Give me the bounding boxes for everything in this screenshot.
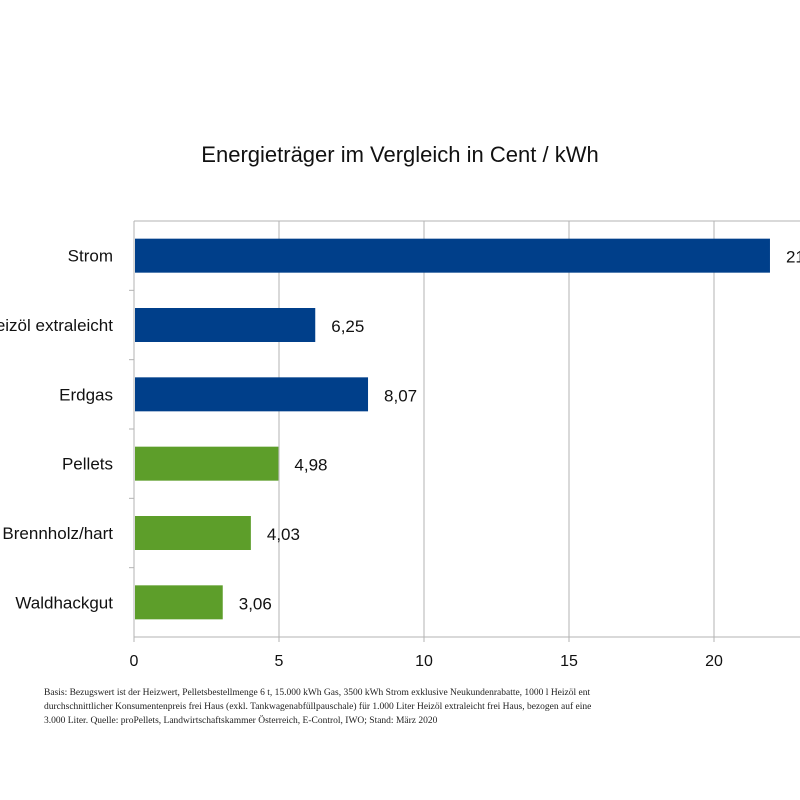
footnote-line: 3.000 Liter. Quelle: proPellets, Landwir…: [44, 716, 438, 726]
category-label: Pellets: [62, 455, 113, 474]
bar: [135, 308, 316, 342]
bar: [135, 585, 223, 620]
bar: [135, 238, 770, 273]
bar: [135, 516, 251, 550]
x-tick-label: 15: [560, 653, 578, 670]
footnote: Basis: Bezugswert ist der Heizwert, Pell…: [44, 686, 800, 728]
category-label: Waldhackgut: [15, 593, 113, 612]
x-tick-label: 0: [130, 653, 139, 670]
footnote-line: Basis: Bezugswert ist der Heizwert, Pell…: [44, 688, 591, 698]
data-label: 3,06: [239, 594, 272, 613]
data-label: 4,03: [267, 525, 300, 544]
bar: [135, 377, 369, 412]
data-label: 4,98: [294, 456, 327, 475]
data-label: 8,07: [384, 386, 417, 405]
category-label: Heizöl extraleicht: [0, 316, 113, 335]
category-label: Erdgas: [59, 385, 113, 404]
category-label: Brennholz/hart: [2, 524, 113, 543]
footnote-line: durchschnittlicher Konsumentenpreis frei…: [44, 702, 592, 712]
category-label: Strom: [68, 247, 113, 266]
x-tick-label: 20: [705, 653, 723, 670]
chart-title: Energieträger im Vergleich in Cent / kWh: [201, 142, 599, 167]
data-label: 21,93: [786, 248, 800, 267]
x-tick-label: 5: [275, 653, 284, 670]
x-tick-label: 10: [415, 653, 433, 670]
bar: [135, 446, 279, 481]
data-label: 6,25: [331, 317, 364, 336]
